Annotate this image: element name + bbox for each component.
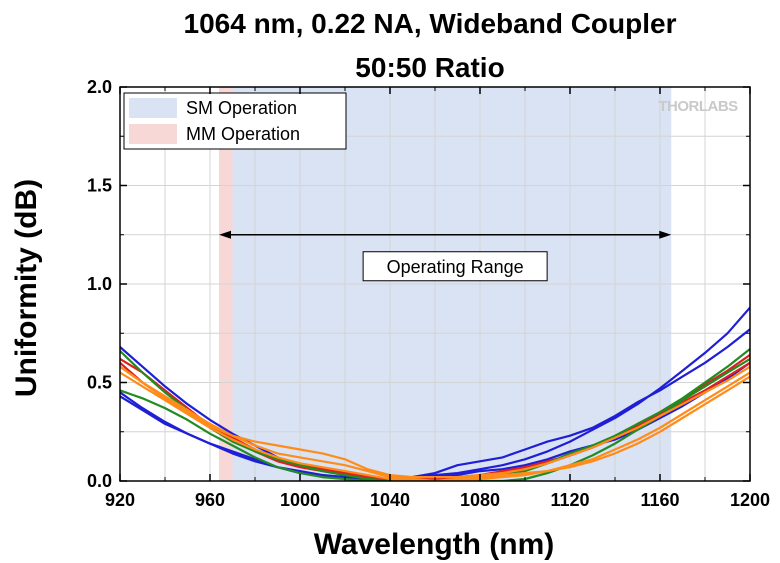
x-tick-label: 1080 (460, 490, 500, 510)
x-tick-label: 1200 (730, 490, 770, 510)
x-tick-label: 1040 (370, 490, 410, 510)
plot-area: THORLABS Operating Range SM Operation MM Op… (87, 77, 770, 510)
legend: SM Operation MM Operation (123, 92, 347, 150)
legend-label-1: SM Operation (186, 98, 297, 118)
x-tick-label: 920 (105, 490, 135, 510)
annotation-box (362, 251, 548, 282)
y-tick-label: 2.0 (87, 77, 112, 97)
x-tick-label: 1160 (640, 490, 679, 510)
annotation-label: Operating Range (387, 257, 524, 277)
y-tick-label: 0.0 (87, 471, 112, 491)
y-tick-label: 1.0 (87, 274, 112, 294)
x-tick-label: 1120 (550, 490, 589, 510)
chart-title: 1064 nm, 0.22 NA, Wideband Coupler (184, 8, 677, 39)
series-line-6 (120, 348, 750, 481)
y-axis-label: Uniformity (dB) (10, 179, 43, 397)
legend-swatch-1 (129, 98, 177, 118)
arrowhead-left (219, 230, 231, 239)
series-line-2 (120, 328, 750, 481)
legend-swatch-2 (129, 124, 177, 144)
y-tick-label: 0.5 (87, 373, 112, 393)
series-line-9 (120, 365, 750, 481)
arrowhead-right (659, 230, 672, 239)
series-line-10 (120, 371, 750, 481)
thorlabs-logo: THORLABS (658, 98, 738, 115)
chart-subtitle: 50:50 Ratio (355, 52, 504, 83)
x-tick-label: 960 (195, 490, 225, 510)
x-tick-label: 1000 (280, 490, 320, 510)
legend-label-2: MM Operation (186, 124, 300, 144)
series-line-7 (120, 357, 750, 481)
y-tick-label: 1.5 (87, 176, 112, 196)
x-axis-label: Wavelength (nm) (314, 528, 555, 561)
